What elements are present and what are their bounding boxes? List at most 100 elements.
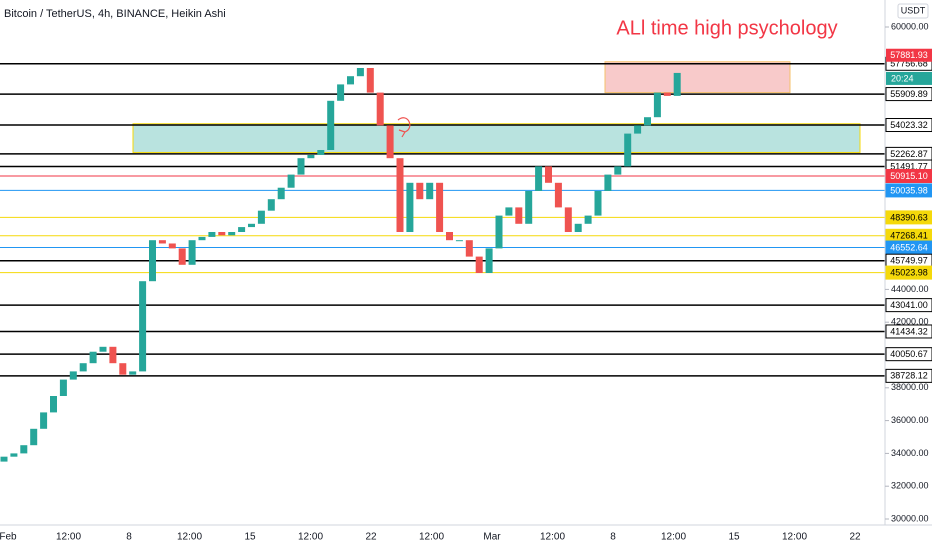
level-label: 55909.89 [890, 89, 928, 99]
candle-body [307, 154, 315, 159]
candle-body [188, 240, 196, 265]
candle-body [673, 72, 681, 96]
candle-body [297, 158, 305, 175]
level-label-box [885, 210, 932, 225]
candle-body [624, 133, 632, 167]
candle-body [109, 346, 117, 364]
candle-body [634, 125, 642, 134]
level-label-box [885, 168, 932, 183]
candle-body [366, 68, 374, 93]
level-label-box [885, 87, 932, 102]
candle-body [10, 453, 18, 457]
candle-body [198, 236, 206, 241]
candle-body [495, 215, 503, 249]
candle-body [614, 166, 622, 175]
candle-body [149, 240, 156, 282]
countdown: 20:24 [891, 73, 914, 83]
level-label: 48390.63 [890, 212, 928, 222]
level-label: 45023.98 [890, 267, 928, 277]
candle-body [317, 150, 325, 155]
arrow-annotation [397, 117, 411, 138]
x-tick-label: 15 [244, 532, 256, 543]
candle-body [396, 158, 404, 232]
candle-body [178, 248, 186, 265]
candle-body [20, 445, 28, 454]
candle-body [0, 456, 8, 462]
x-tick-label: 12:00 [782, 532, 807, 543]
candle-body [663, 92, 671, 96]
zone [132, 123, 861, 153]
candle-body [356, 68, 364, 77]
y-tick-label: 36000.00 [891, 415, 929, 425]
candle-body [644, 117, 651, 126]
x-tick-label: 12:00 [177, 532, 202, 543]
candle-body [89, 351, 97, 364]
x-tick-label: 8 [126, 532, 132, 543]
candle-body [416, 182, 424, 200]
y-tick-label: 30000.00 [891, 513, 929, 523]
y-tick-label: 60000.00 [891, 21, 929, 31]
candle-body [545, 166, 552, 183]
y-tick-label: 38000.00 [891, 382, 929, 392]
level-label: 50915.10 [890, 171, 928, 181]
level-label-box [885, 324, 932, 339]
countdown-box [886, 71, 932, 85]
candle-body [248, 223, 255, 228]
candle-body [129, 371, 137, 375]
candle-body [287, 174, 295, 188]
level-label-box [885, 183, 932, 198]
candle-body [40, 412, 48, 429]
candle-body [525, 191, 533, 224]
candle-body [465, 240, 473, 257]
zone [604, 61, 791, 94]
candle-body [327, 100, 335, 150]
currency-box [897, 3, 929, 19]
level-label: 40050.67 [890, 349, 928, 359]
candle-body [277, 187, 285, 200]
annotation: ALl time high psychology [616, 17, 837, 39]
candle-body [228, 232, 236, 236]
x-tick-label: Mar [483, 532, 501, 543]
candle-body [426, 182, 434, 200]
candle-body [475, 256, 483, 273]
level-label: 43041.00 [890, 300, 928, 310]
candle-body [257, 210, 265, 224]
x-tick-label: 12:00 [540, 532, 565, 543]
chart-title: Bitcoin / TetherUS, 4h, BINANCE, Heikin … [4, 8, 226, 20]
candle-body [406, 182, 414, 232]
x-tick-label: 12:00 [298, 532, 323, 543]
candle-body [168, 243, 176, 249]
level-label: 51491.77 [890, 161, 928, 171]
level-label-box [885, 347, 932, 362]
x-tick-label: 22 [849, 532, 861, 543]
candle-body [99, 346, 107, 352]
x-tick-label: 15 [728, 532, 740, 543]
y-tick-label: 34000.00 [891, 448, 929, 458]
candle-body [386, 125, 394, 159]
x-tick-label: Feb [0, 532, 17, 543]
x-tick-label: 12:00 [661, 532, 686, 543]
candle-body [653, 92, 661, 118]
high-label: 57881.93 [890, 50, 928, 60]
level-label-box [885, 265, 932, 280]
x-tick-label: 22 [365, 532, 377, 543]
level-label-box [885, 118, 932, 133]
candle-body [158, 240, 166, 244]
level-label: 52262.87 [890, 149, 928, 159]
candle-body [584, 215, 592, 224]
candle-body [446, 232, 453, 241]
x-tick-label: 12:00 [56, 532, 81, 543]
candle-body [69, 371, 77, 380]
candle-body [267, 199, 275, 211]
y-tick-label: 44000.00 [891, 284, 929, 294]
candle-body [119, 363, 127, 375]
y-tick-label: 32000.00 [891, 481, 929, 491]
y-tick-label: 42000.00 [891, 317, 929, 327]
candle-body [376, 92, 384, 126]
candle-body [485, 248, 493, 273]
level-label: 47268.41 [890, 231, 928, 241]
candle-body [436, 182, 444, 232]
candle-body [218, 232, 226, 236]
